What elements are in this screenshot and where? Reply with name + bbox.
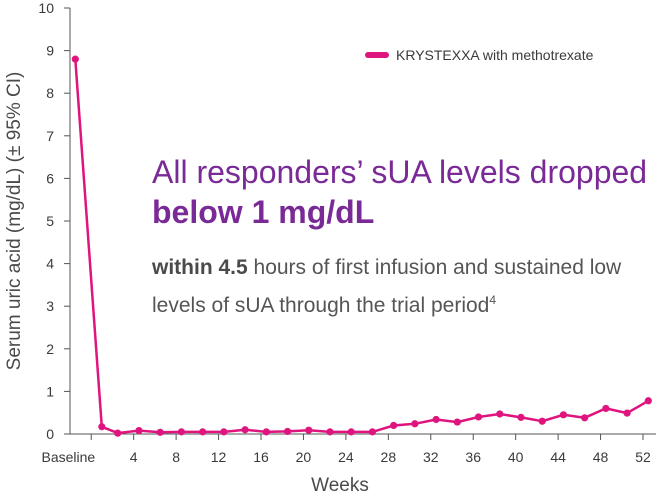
y-tick-label: 8 <box>46 85 54 101</box>
y-axis: 0 1 2 3 4 5 6 7 8 9 10 Serum uric acid (mg/dL) (± … <box>4 0 71 442</box>
data-point <box>262 428 270 436</box>
data-point <box>602 404 610 413</box>
data-point <box>114 429 122 437</box>
data-point <box>135 426 143 435</box>
data-point <box>559 411 568 419</box>
y-tick-label: 4 <box>46 256 54 272</box>
data-point <box>156 428 164 436</box>
data-point <box>411 420 419 428</box>
body-text: hours of first infusion and sustained lo… <box>152 256 622 317</box>
callout-body: within 4.5 hours of first infusion and s… <box>152 252 652 322</box>
y-tick-label: 0 <box>46 426 54 442</box>
y-axis-title: Serum uric acid (mg/dL) (± 95% CI) <box>4 72 25 371</box>
x-tick-label: 28 <box>381 449 397 465</box>
headline-normal: All responders’ sUA levels dropped <box>152 154 648 190</box>
y-tick-label: 3 <box>46 298 54 314</box>
data-point <box>390 421 398 430</box>
x-tick-label: 4 <box>130 449 138 465</box>
x-tick-label: Baseline <box>42 449 96 465</box>
legend: KRYSTEXXA with methotrexate <box>365 47 594 63</box>
y-tick-label: 10 <box>38 0 54 16</box>
data-point <box>305 426 313 434</box>
data-point <box>432 415 440 424</box>
callout-headline: All responders’ sUA levels dropped below… <box>152 152 652 232</box>
y-tick-label: 5 <box>46 213 54 229</box>
x-axis: Baseline 4 8 12 16 20 24 28 32 36 40 44 48 52 Weeks <box>42 433 656 496</box>
data-point <box>326 428 334 436</box>
data-point <box>220 428 228 436</box>
data-point <box>517 413 525 421</box>
x-tick-label: 40 <box>508 449 524 465</box>
body-bold: within 4.5 <box>152 256 248 279</box>
y-tick-label: 2 <box>46 341 54 357</box>
y-ticks: 0 1 2 3 4 5 6 7 8 9 10 <box>38 0 70 442</box>
data-point <box>199 428 207 436</box>
data-point <box>474 413 483 421</box>
x-tick-label: 44 <box>550 449 566 465</box>
data-point <box>496 410 504 418</box>
x-tick-label: 52 <box>635 449 651 465</box>
x-ticks: Baseline 4 8 12 16 20 24 28 32 36 40 44 48 52 <box>42 434 651 465</box>
x-tick-label: 36 <box>465 449 481 465</box>
y-tick-label: 6 <box>46 170 54 186</box>
callout-annotation: All responders’ sUA levels dropped below… <box>152 152 652 322</box>
data-point <box>177 428 186 436</box>
x-tick-label: 12 <box>211 449 227 465</box>
data-point <box>644 397 652 405</box>
data-point <box>538 417 546 425</box>
series-line <box>74 59 649 435</box>
x-tick-label: 20 <box>296 449 312 465</box>
y-tick-label: 9 <box>46 43 54 59</box>
x-axis-title: Weeks <box>311 475 369 496</box>
data-point <box>581 414 589 422</box>
x-tick-label: 32 <box>423 449 439 465</box>
data-point <box>453 418 461 426</box>
headline-bold: below 1 mg/dL <box>152 194 375 230</box>
x-tick-label: 16 <box>253 449 269 465</box>
legend-label: KRYSTEXXA with methotrexate <box>396 47 594 63</box>
x-tick-label: 8 <box>172 449 180 465</box>
data-point <box>283 427 292 436</box>
x-tick-label: 48 <box>593 449 609 465</box>
body-superscript: 4 <box>489 293 497 307</box>
data-point <box>98 423 106 431</box>
x-tick-label: 24 <box>338 449 354 465</box>
data-point <box>347 428 355 436</box>
data-point <box>71 55 79 63</box>
y-tick-label: 1 <box>46 383 54 399</box>
data-point <box>623 409 631 417</box>
data-point <box>241 426 249 434</box>
y-tick-label: 7 <box>46 128 54 144</box>
series-krystexxa <box>71 55 652 437</box>
data-point <box>368 428 377 436</box>
